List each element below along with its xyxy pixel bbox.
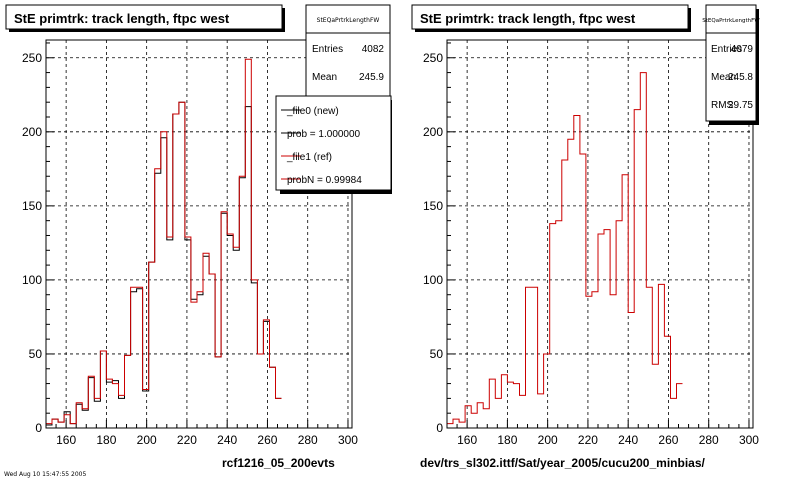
grid-lines: [447, 40, 753, 428]
stats-rms-value: 29.75: [728, 100, 753, 111]
stats-title: StEQaPrtrkLengthFW: [317, 17, 380, 24]
x-tick-label: 260: [257, 433, 277, 447]
y-axis: 0 50 100 150 200 250: [22, 42, 54, 435]
y-tick-label: 100: [22, 273, 42, 287]
histogram-series-line: [46, 58, 282, 425]
y-axis: 0 50 100 150 200 250: [423, 42, 455, 435]
legend-entry-prob: prob = 1.000000: [281, 129, 361, 140]
stats-mean-value: 245.8: [728, 72, 753, 83]
stats-mean-value: 245.9: [359, 72, 384, 83]
legend-entry-file1: _file1 (ref): [281, 152, 332, 163]
y-tick-label: 150: [22, 199, 42, 213]
grid-lines: [46, 40, 352, 428]
y-tick-label: 100: [423, 273, 443, 287]
x-tick-label: 240: [217, 433, 237, 447]
stats-box: StEQaPrtrkLengthFW Entries 4082 Mean 245…: [305, 4, 391, 98]
y-tick-label: 200: [423, 125, 443, 139]
y-tick-label: 0: [436, 421, 443, 435]
title-box: StE primtrk: track length, ftpc west: [5, 4, 285, 32]
x-tick-label: 280: [298, 433, 318, 447]
x-tick-label: 220: [578, 433, 598, 447]
stats-entries-value: 4079: [731, 44, 754, 55]
legend-box: _file0 (new) prob = 1.000000 _file1 (ref…: [275, 95, 392, 194]
plot-frame: [446, 39, 754, 429]
x-tick-label: 180: [497, 433, 517, 447]
x-tick-label: 280: [699, 433, 719, 447]
stats-entries-label: Entries: [711, 44, 742, 55]
x-tick-label: 260: [658, 433, 678, 447]
x-tick-label: 220: [177, 433, 197, 447]
x-tick-label: 160: [56, 433, 76, 447]
stats-title: StEQaPrtrkLengthFW: [702, 18, 760, 24]
x-axis: 160 180 200 220 240 260 280 300: [45, 420, 358, 447]
legend-label-file0: _file0 (new): [286, 106, 339, 117]
histogram-series-line: [447, 72, 683, 425]
y-tick-label: 250: [22, 51, 42, 65]
legend-label-file1: _file1 (ref): [286, 152, 332, 163]
histogram-panel-left: 0 50 100 150 200 250 160 180 200 220 240 260 280 300…: [5, 4, 392, 470]
y-tick-label: 200: [22, 125, 42, 139]
x-tick-label: 200: [538, 433, 558, 447]
y-tick-label: 250: [423, 51, 443, 65]
histogram-series-line: [46, 101, 282, 426]
x-tick-label: 180: [96, 433, 116, 447]
footer-timestamp: Wed Aug 10 15:47:55 2005: [4, 471, 86, 478]
x-tick-label: 240: [618, 433, 638, 447]
y-tick-label: 50: [430, 347, 444, 361]
legend-label-prob: prob = 1.000000: [287, 129, 361, 140]
series-layer: [447, 72, 683, 425]
x-tick-label: 300: [739, 433, 759, 447]
x-axis-label: dev/trs_sl302.ittf/Sat/year_2005/cucu200…: [420, 456, 705, 470]
plot-frame: [45, 39, 353, 429]
x-axis-label: rcf1216_05_200evts: [222, 456, 335, 470]
stats-mean-label: Mean: [312, 72, 337, 83]
x-tick-label: 300: [338, 433, 358, 447]
stats-mean-label: Mean: [711, 72, 736, 83]
histogram-panel-right: 0 50 100 150 200 250 160 180 200 220 240 260 280 300…: [411, 4, 760, 470]
chart-title: StE primtrk: track length, ftpc west: [420, 11, 636, 26]
y-tick-label: 0: [35, 421, 42, 435]
stats-rms-label: RMS: [711, 100, 734, 111]
x-tick-label: 200: [137, 433, 157, 447]
legend-entry-probn: probN = 0.99984: [281, 175, 362, 186]
stats-entries-value: 4082: [362, 44, 385, 55]
title-box: StE primtrk: track length, ftpc west: [411, 4, 691, 32]
chart-title: StE primtrk: track length, ftpc west: [14, 11, 230, 26]
stats-box: StEQaPrtrkLengthFW Entries 4079 Mean 245…: [702, 4, 760, 125]
stats-entries-label: Entries: [312, 44, 343, 55]
x-axis: 160 180 200 220 240 260 280 300: [446, 420, 759, 447]
legend-entry-file0: _file0 (new): [281, 106, 339, 117]
y-tick-label: 150: [423, 199, 443, 213]
legend-label-probn: probN = 0.99984: [287, 175, 362, 186]
x-tick-label: 160: [457, 433, 477, 447]
series-layer: [46, 58, 282, 426]
y-tick-label: 50: [29, 347, 43, 361]
